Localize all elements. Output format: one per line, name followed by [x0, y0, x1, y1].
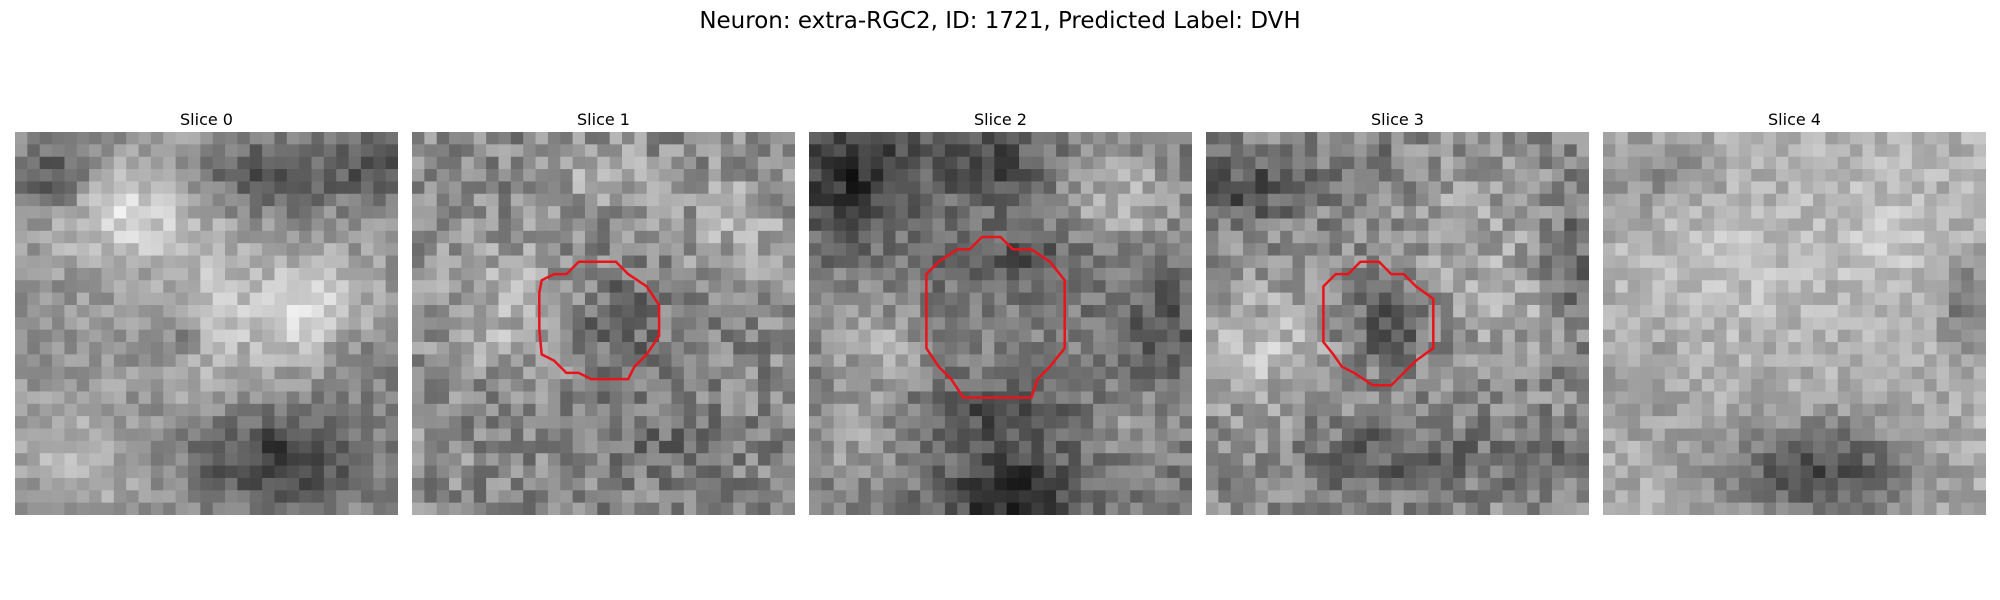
slice-title-4: Slice 4 — [1768, 110, 1821, 129]
slice-image-1 — [412, 132, 795, 515]
slice-image-2 — [809, 132, 1192, 515]
roi-contour-1 — [538, 260, 661, 381]
slice-image-0 — [15, 132, 398, 515]
slice-image-3 — [1206, 132, 1589, 515]
slice-panel-1: Slice 1 — [412, 108, 795, 515]
slice-panel-4: Slice 4 — [1603, 108, 1986, 515]
slice-title-3: Slice 3 — [1371, 110, 1424, 129]
roi-contour-2 — [925, 235, 1066, 399]
slice-title-1: Slice 1 — [577, 110, 630, 129]
roi-contour-3 — [1322, 260, 1435, 387]
slice-panel-3: Slice 3 — [1206, 108, 1589, 515]
slice-image-4 — [1603, 132, 1986, 515]
slice-title-2: Slice 2 — [974, 110, 1027, 129]
figure-title: Neuron: extra-RGC2, ID: 1721, Predicted … — [699, 8, 1301, 34]
slice-panel-2: Slice 2 — [809, 108, 1192, 515]
slice-title-0: Slice 0 — [180, 110, 233, 129]
slice-panel-0: Slice 0 — [15, 108, 398, 515]
